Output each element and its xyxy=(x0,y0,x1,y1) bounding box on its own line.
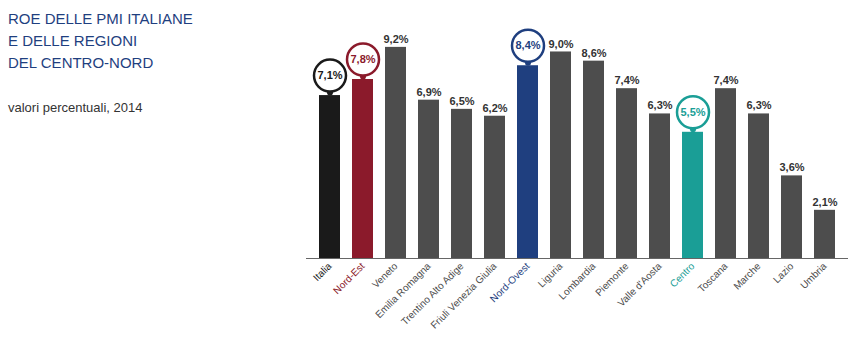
svg-text:8,6%: 8,6% xyxy=(581,47,606,59)
svg-text:9,0%: 9,0% xyxy=(548,37,573,49)
svg-text:9,2%: 9,2% xyxy=(383,33,408,45)
svg-text:Veneto: Veneto xyxy=(370,260,400,290)
svg-text:Friuli Venezia Giulia: Friuli Venezia Giulia xyxy=(428,260,499,331)
svg-text:8,4%: 8,4% xyxy=(515,39,540,51)
svg-text:Umbria: Umbria xyxy=(798,260,829,291)
html-text:ROE DELLE PMI ITALIANE E DELLE: ROE DELLE PMI ITALIANE E DELLE REGIONI D… xyxy=(8,10,193,71)
svg-text:6,3%: 6,3% xyxy=(746,99,771,111)
svg-text:6,5%: 6,5% xyxy=(449,95,474,107)
svg-text:Lazio: Lazio xyxy=(771,260,796,285)
svg-text:7,1%: 7,1% xyxy=(317,69,342,81)
svg-text:Nord-Est: Nord-Est xyxy=(331,260,367,296)
svg-text:6,9%: 6,9% xyxy=(416,86,441,98)
svg-text:Liguria: Liguria xyxy=(536,260,565,289)
svg-text:3,6%: 3,6% xyxy=(779,161,804,173)
svg-text:Nord-Ovest: Nord-Ovest xyxy=(488,260,532,304)
svg-text:Italia: Italia xyxy=(311,260,334,283)
svg-text:Toscana: Toscana xyxy=(696,260,730,294)
svg-text:Valle d'Aosta: Valle d'Aosta xyxy=(615,260,664,309)
svg-text:Centro: Centro xyxy=(668,260,697,289)
svg-text:2,1%: 2,1% xyxy=(812,196,837,208)
svg-text:5,5%: 5,5% xyxy=(680,106,705,118)
html-text:valori percentuali, 2014: valori percentuali, 2014 xyxy=(8,100,143,115)
svg-text:7,4%: 7,4% xyxy=(614,74,639,86)
svg-text:Lombardia: Lombardia xyxy=(556,260,597,301)
svg-text:Emilia Romagna: Emilia Romagna xyxy=(373,260,433,320)
svg-text:Trentino Alto Adige: Trentino Alto Adige xyxy=(399,260,466,327)
svg-text:6,3%: 6,3% xyxy=(647,99,672,111)
svg-text:Piemonte: Piemonte xyxy=(593,260,631,299)
svg-text:Marche: Marche xyxy=(731,260,763,292)
svg-text:6,2%: 6,2% xyxy=(482,102,507,114)
svg-text:7,8%: 7,8% xyxy=(350,53,375,65)
svg-text:7,4%: 7,4% xyxy=(713,74,738,86)
